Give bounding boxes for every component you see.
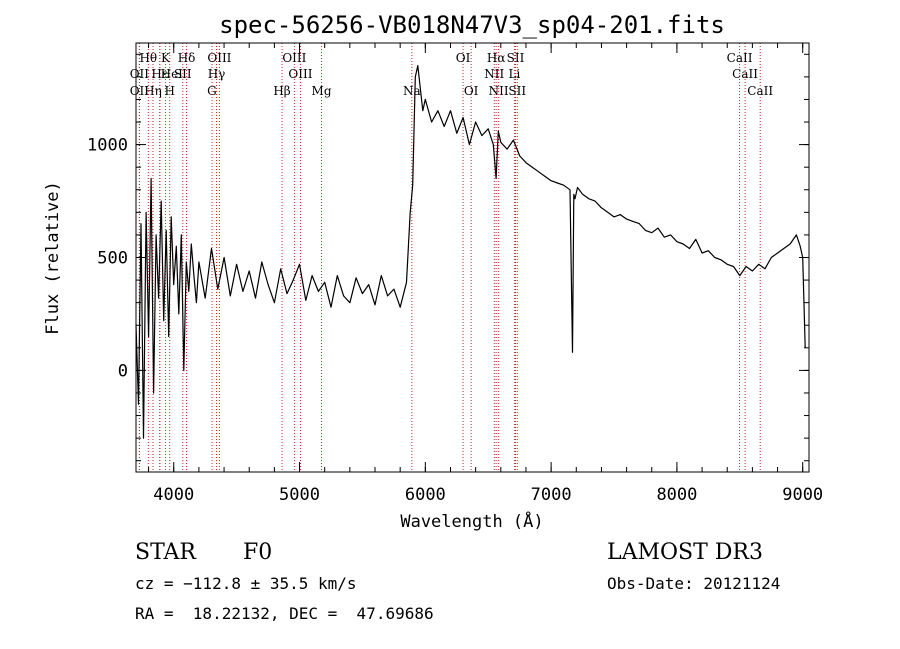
spectral-line-label: HeI: [161, 67, 184, 81]
spectral-line-label: CaII: [732, 67, 758, 81]
x-tick-label: 6000: [405, 485, 446, 505]
x-tick-label: 7000: [531, 485, 572, 505]
y-tick-label: 1000: [87, 136, 128, 156]
spectral-line-label: OII: [130, 84, 150, 98]
spectral-line-label: CaII: [747, 84, 773, 98]
spectral-line-label: Mg: [312, 84, 332, 98]
spectral-line-label: Hβ: [273, 84, 290, 98]
spectral-line-label: OIII: [288, 67, 312, 81]
survey-name: LAMOST DR3: [607, 540, 763, 565]
y-tick-label: 500: [97, 249, 128, 269]
x-axis-ticks: 4000 5000 6000 7000 8000 9000: [148, 43, 823, 505]
spectral-line-label: Hγ: [208, 67, 226, 81]
x-tick-label: 9000: [782, 485, 823, 505]
x-axis-label: Wavelength (Å): [400, 510, 543, 532]
spectral-line-label: G: [207, 84, 217, 98]
spectral-line-label: CaII: [727, 51, 753, 65]
spectral-line-label: Li: [508, 67, 520, 81]
object-subclass: F0: [243, 540, 273, 565]
spectral-line-label: Hθ: [139, 51, 157, 65]
x-tick-label: 5000: [279, 485, 320, 505]
plot-frame: [135, 42, 810, 473]
spectral-line-label: SII: [174, 67, 192, 81]
spectral-line-label: OIII: [282, 51, 306, 65]
x-tick-label: 8000: [656, 485, 697, 505]
spectral-line-label: NII: [484, 67, 504, 81]
chart-title: spec-56256-VB018N47V3_sp04-201.fits: [219, 11, 725, 39]
object-class: STAR: [135, 540, 196, 565]
spectral-line-markers: [138, 43, 761, 472]
spectral-line-label: SII: [507, 51, 525, 65]
y-axis-label: Flux (relative): [43, 181, 63, 335]
coordinates: RA = 18.22132, DEC = 47.69686: [135, 604, 434, 623]
spectral-line-label: Hα: [487, 51, 506, 65]
redshift-velocity: cz = −112.8 ± 35.5 km/s: [135, 574, 357, 593]
spectral-line-label: Hε: [151, 67, 168, 81]
spectral-line-label: H: [164, 84, 174, 98]
spectral-line-label: K: [161, 51, 171, 65]
y-axis-ticks: 0 500 1000: [87, 53, 809, 462]
spectrum-series: [135, 64, 806, 439]
spectrum-line: [135, 64, 806, 439]
spectral-line-label: OI: [456, 51, 471, 65]
spectral-line-label: Hη: [144, 84, 162, 98]
spectral-line-label: NII: [489, 84, 509, 98]
spectral-line-label: OI: [464, 84, 479, 98]
spectral-line-label: OIII: [207, 51, 231, 65]
spectral-line-label: OII: [130, 67, 150, 81]
x-tick-label: 4000: [153, 485, 194, 505]
observation-date: Obs-Date: 20121124: [607, 574, 781, 593]
spectral-line-label: Na: [403, 84, 421, 98]
spectral-line-label: SII: [508, 84, 526, 98]
y-tick-label: 0: [118, 361, 128, 381]
spectral-line-label: Hδ: [178, 51, 196, 65]
